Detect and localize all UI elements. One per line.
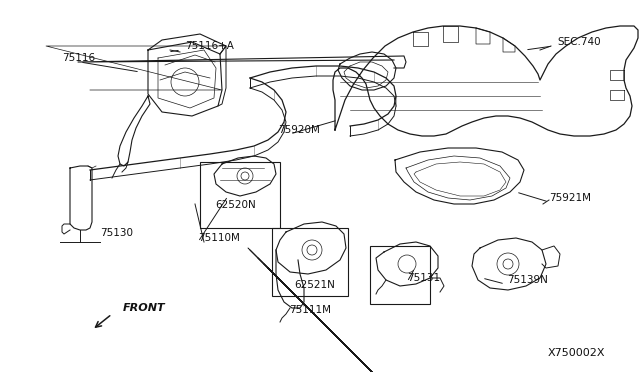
Text: 75131: 75131 bbox=[407, 273, 440, 283]
Text: 75111M: 75111M bbox=[289, 305, 331, 315]
Text: FRONT: FRONT bbox=[123, 303, 166, 313]
Text: 75116: 75116 bbox=[62, 53, 95, 63]
Text: 62520N: 62520N bbox=[215, 200, 256, 210]
Bar bbox=[200, 162, 280, 228]
Bar bbox=[370, 246, 430, 304]
Text: 62521N: 62521N bbox=[294, 280, 335, 290]
Text: X750002X: X750002X bbox=[547, 348, 605, 358]
Text: 75110M: 75110M bbox=[198, 233, 240, 243]
Text: 75139N: 75139N bbox=[507, 275, 548, 285]
Text: 75130: 75130 bbox=[100, 228, 133, 238]
Bar bbox=[272, 228, 348, 296]
Text: SEC.740: SEC.740 bbox=[557, 37, 600, 47]
Text: 75920M: 75920M bbox=[278, 125, 320, 135]
Text: 75116+A: 75116+A bbox=[185, 41, 234, 51]
Text: 75921M: 75921M bbox=[549, 193, 591, 203]
